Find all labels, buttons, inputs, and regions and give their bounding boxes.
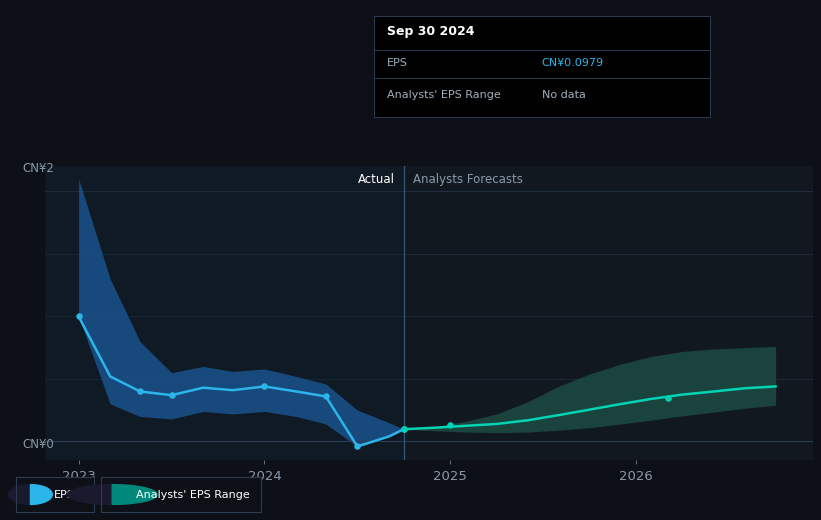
Wedge shape bbox=[112, 485, 157, 504]
Point bbox=[397, 425, 410, 433]
Text: Analysts' EPS Range: Analysts' EPS Range bbox=[387, 89, 501, 100]
Point bbox=[397, 425, 410, 433]
Circle shape bbox=[8, 485, 53, 504]
Point bbox=[351, 443, 364, 451]
Text: EPS: EPS bbox=[387, 58, 408, 68]
Point bbox=[133, 387, 146, 396]
Circle shape bbox=[67, 485, 157, 504]
Text: Sep 30 2024: Sep 30 2024 bbox=[387, 25, 475, 38]
Text: Analysts' EPS Range: Analysts' EPS Range bbox=[136, 489, 250, 500]
Point bbox=[444, 421, 457, 430]
Point bbox=[258, 382, 271, 391]
Text: EPS: EPS bbox=[54, 489, 75, 500]
Point bbox=[72, 313, 85, 321]
Point bbox=[165, 391, 178, 399]
Bar bbox=[45, 166, 404, 460]
Text: CN¥0: CN¥0 bbox=[22, 438, 54, 451]
Point bbox=[319, 392, 333, 400]
Text: Actual: Actual bbox=[358, 173, 395, 186]
Wedge shape bbox=[30, 485, 53, 504]
Text: Analysts Forecasts: Analysts Forecasts bbox=[413, 173, 523, 186]
Text: No data: No data bbox=[542, 89, 585, 100]
Text: CN¥0.0979: CN¥0.0979 bbox=[542, 58, 604, 68]
Text: CN¥2: CN¥2 bbox=[22, 162, 54, 175]
Point bbox=[661, 394, 674, 402]
